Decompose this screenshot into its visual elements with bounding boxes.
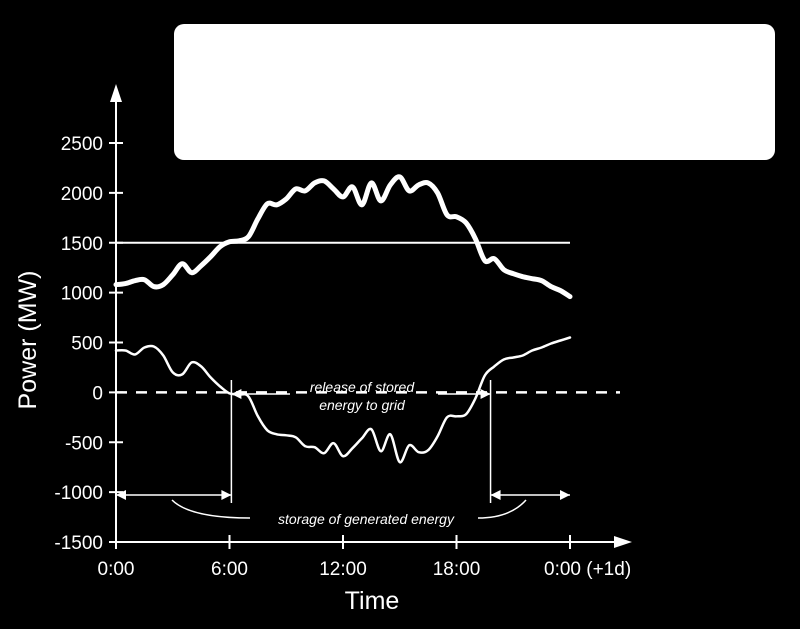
y-tick-label: 2000 [61, 184, 103, 205]
x-tick-label: 0:00 [98, 559, 135, 580]
series-group [113, 174, 573, 464]
storage-arrow-right-head-b [560, 490, 570, 500]
release-arrow-right-head [480, 389, 491, 399]
y-tick-label: -1000 [54, 483, 103, 504]
series-line-upper [113, 174, 573, 300]
storage-arrow-left-head-b [221, 490, 232, 500]
x-tick-label: 0:00 (+1d) [544, 559, 631, 580]
storage-arrow-right-head-a [490, 490, 501, 500]
storage-leader-right [477, 499, 527, 519]
tick-labels: 2500 2000 1500 1000 500 0 -500 -1000 -1500 0:00 6:… [54, 134, 631, 580]
annotation-storage: storage of generated energy [278, 511, 455, 527]
y-tick-label: -1500 [54, 533, 103, 554]
x-tick-label: 6:00 [211, 559, 248, 580]
y-axis-arrow [110, 84, 122, 102]
x-axis-arrow [614, 536, 632, 548]
legend-box [174, 24, 775, 160]
x-tick-label: 12:00 [319, 559, 367, 580]
x-tick-label: 18:00 [433, 559, 481, 580]
y-tick-label: 0 [92, 383, 103, 404]
y-tick-label: 500 [71, 334, 103, 355]
y-tick-label: -500 [65, 433, 103, 454]
y-tick-label: 1500 [61, 234, 103, 255]
annotations: release of stored energy to grid storage… [116, 379, 570, 527]
series-line-lower [114, 336, 572, 464]
release-arrow-left-head [231, 389, 242, 399]
storage-leader-left [171, 499, 251, 519]
y-tick-label: 1000 [61, 284, 103, 305]
reference-lines [116, 241, 620, 394]
storage-arrow-left-head-a [116, 490, 126, 500]
y-tick-label: 2500 [61, 134, 103, 155]
x-axis-title: Time [345, 587, 400, 615]
annotation-release-line1: release of stored [310, 379, 415, 395]
y-axis-title: Power (MW) [14, 271, 42, 410]
axes [109, 84, 632, 549]
annotation-release-line2: energy to grid [319, 397, 406, 413]
